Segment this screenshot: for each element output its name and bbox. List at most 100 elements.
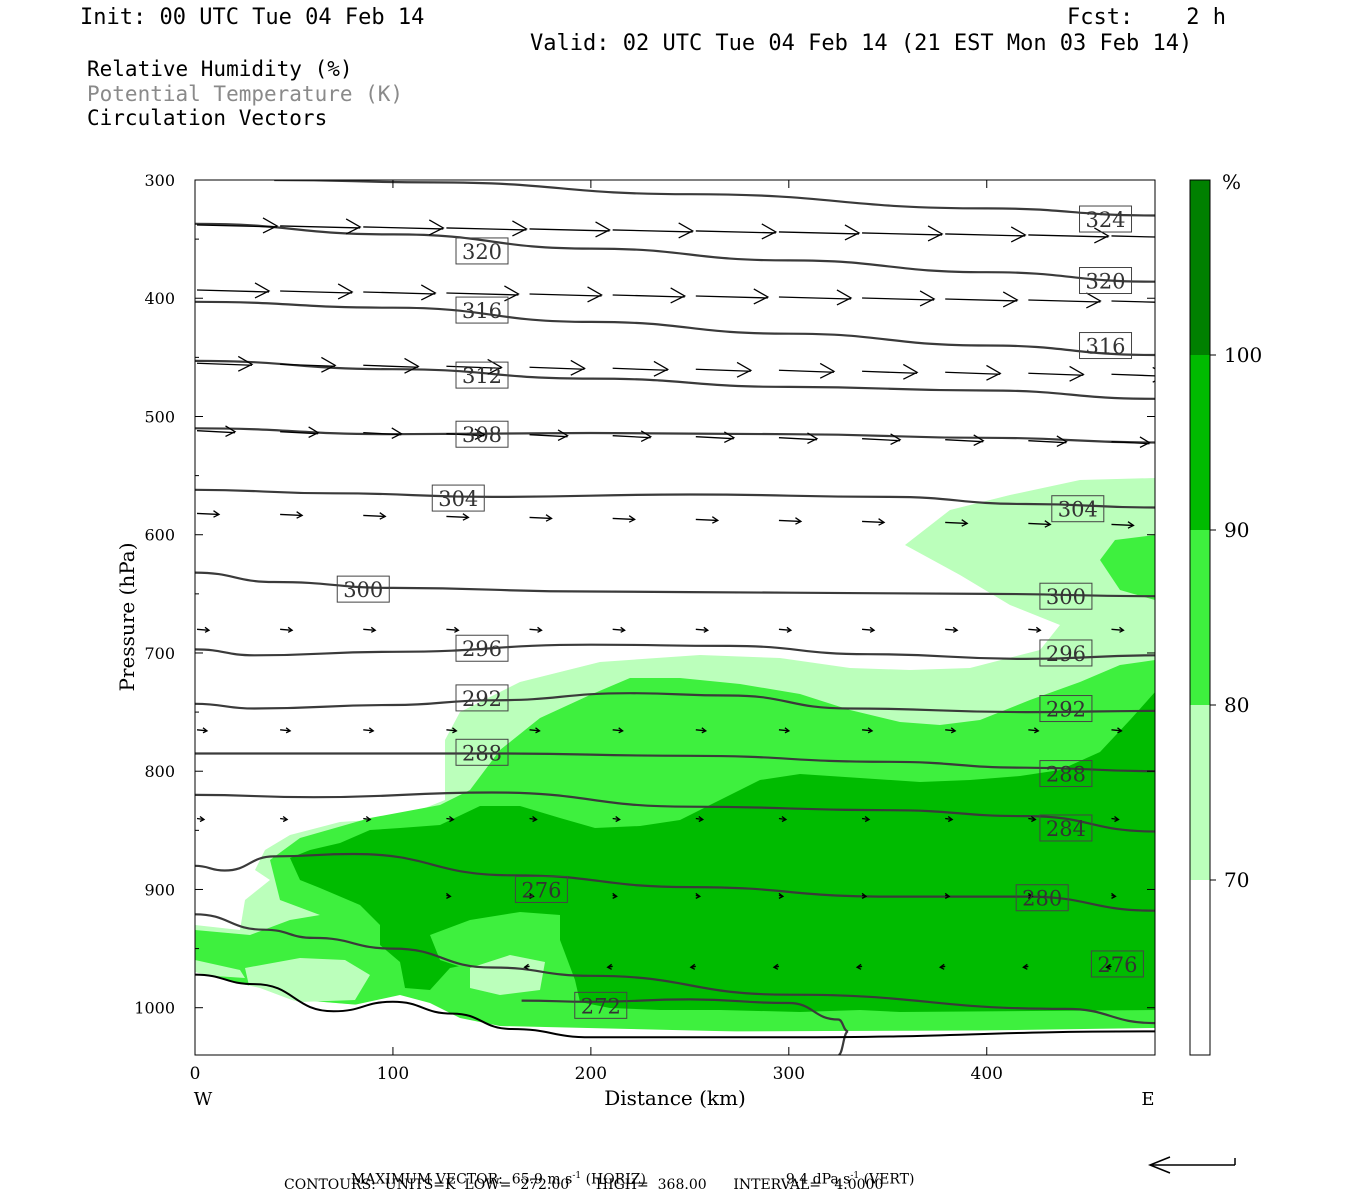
theta-label-304: 304 xyxy=(431,484,485,512)
circulation-vector xyxy=(529,221,611,238)
terrain-line xyxy=(195,973,1155,1039)
max-vector-line: MAXIMUM VECTOR: 65.9 m s-1 (HORIZ) xyxy=(342,1158,646,1187)
theta-label-box xyxy=(431,484,485,512)
forecast-hour: Fcst: 2 h xyxy=(1067,5,1226,30)
circulation-vector xyxy=(778,517,803,525)
theta-label-text: 312 xyxy=(462,364,502,388)
circulation-vector xyxy=(695,892,702,899)
circulation-vector xyxy=(944,892,951,899)
theta-label-280: 280 xyxy=(1015,884,1069,912)
circulation-vector xyxy=(862,290,936,307)
y-tick-label: 1000 xyxy=(134,999,175,1018)
circulation-vector xyxy=(1111,727,1123,734)
circulation-vector xyxy=(196,727,209,734)
theta-contour-284 xyxy=(195,791,1155,833)
max-vector-label: MAXIMUM VECTOR: xyxy=(350,1171,503,1188)
theta-label-box xyxy=(455,684,509,712)
axes: 300 400 500 600 700 800 900 1000 0 100 200 300 400 Di… xyxy=(115,171,1155,1110)
circulation-vector xyxy=(1111,235,1155,238)
theta-label-text: 304 xyxy=(438,487,478,511)
theta-contour-272 xyxy=(521,998,849,1055)
circulation-vector xyxy=(1111,521,1135,529)
circulation-vector xyxy=(1028,520,1052,528)
circulation-vector xyxy=(446,285,520,302)
circulation-vector xyxy=(1028,815,1037,823)
vert-value: 9.4 dPa s xyxy=(785,1171,851,1188)
east-label: E xyxy=(1141,1089,1154,1110)
circulation-vector xyxy=(280,511,304,519)
valid-time: Valid: 02 UTC Tue 04 Feb 14 (21 EST Mon … xyxy=(530,31,1193,56)
circulation-vector xyxy=(938,963,946,970)
colorbar-bin-70-80 xyxy=(1190,705,1210,880)
circulation-vector xyxy=(945,434,985,447)
circulation-vector xyxy=(446,626,460,633)
circulation-vector xyxy=(862,433,902,446)
circulation-vector xyxy=(446,892,452,899)
circulation-vector xyxy=(363,512,387,520)
circulation-vector xyxy=(772,963,780,970)
circulation-vector xyxy=(280,283,354,300)
theta-label-box xyxy=(1039,639,1093,667)
y-tick-label: 300 xyxy=(144,171,175,190)
theta-label-296: 296 xyxy=(455,634,509,662)
circulation-vector xyxy=(529,514,553,522)
circulation-vector xyxy=(945,626,959,633)
theta-label-box xyxy=(1039,814,1093,842)
circulation-vector xyxy=(363,427,403,440)
theta-label-text: 316 xyxy=(1085,335,1125,359)
theta-contour-292 xyxy=(195,692,1155,714)
circulation-vector xyxy=(945,727,957,734)
theta-label-296-right: 296 xyxy=(1039,639,1093,667)
rh-pocket-70-80 xyxy=(245,955,545,1002)
theta-label-text: 284 xyxy=(1046,817,1086,841)
circulation-vector xyxy=(612,626,626,633)
theta-label-box xyxy=(1079,332,1133,360)
circulation-vector xyxy=(363,219,445,236)
circulation-vector xyxy=(778,626,793,633)
circulation-vector xyxy=(1028,435,1068,448)
theta-label-304-right: 304 xyxy=(1051,495,1105,523)
circulation-vector xyxy=(446,428,486,441)
theta-label-276-right: 276 xyxy=(1090,950,1144,978)
circulation-vector xyxy=(612,515,636,523)
circulation-vector xyxy=(446,815,455,823)
circulation-vector xyxy=(945,226,1027,243)
circulation-vector xyxy=(862,363,919,380)
circulation-vector xyxy=(363,815,372,823)
theta-label-box xyxy=(1079,205,1133,233)
circulation-vector xyxy=(523,963,530,970)
circulation-vector xyxy=(778,727,791,734)
theta-label-box xyxy=(1039,582,1093,610)
circulation-vector xyxy=(1105,963,1112,970)
west-label: W xyxy=(194,1089,213,1110)
circulation-vector xyxy=(196,355,254,372)
theta-label-300-right: 300 xyxy=(1039,582,1093,610)
circulation-vector xyxy=(196,510,221,518)
legend-theta: Potential Temperature (K) xyxy=(87,82,404,106)
colorbar-label-90: 90 xyxy=(1224,518,1249,542)
theta-contour-276 xyxy=(195,913,1155,1025)
circulation-vector xyxy=(446,220,528,237)
circulation-vector xyxy=(695,516,720,524)
theta-label-288-right: 288 xyxy=(1039,760,1093,788)
circulation-vector xyxy=(1028,365,1085,382)
theta-label-box xyxy=(455,634,509,662)
theta-label-320-right: 320 xyxy=(1079,267,1133,295)
theta-contour-304 xyxy=(195,488,1155,509)
circulation-vector xyxy=(1028,727,1040,734)
x-tick-label: 300 xyxy=(773,1064,805,1084)
colorbar: % 100 90 80 70 xyxy=(1189,170,1262,1056)
circulation-vector xyxy=(945,815,954,823)
circulation-vector xyxy=(945,291,1019,308)
y-tick-label: 600 xyxy=(144,526,175,545)
circulation-vector xyxy=(695,626,710,633)
theta-contour-288 xyxy=(195,752,1155,773)
circulation-vector xyxy=(778,362,836,379)
theta-contour-296 xyxy=(195,643,1155,661)
theta-label-text: 276 xyxy=(521,878,561,902)
circulation-vector xyxy=(196,425,237,438)
circulation-vector xyxy=(945,519,969,527)
circulation-vector xyxy=(778,892,785,899)
circulation-vector xyxy=(280,426,320,439)
plot-frame xyxy=(194,179,1156,1056)
